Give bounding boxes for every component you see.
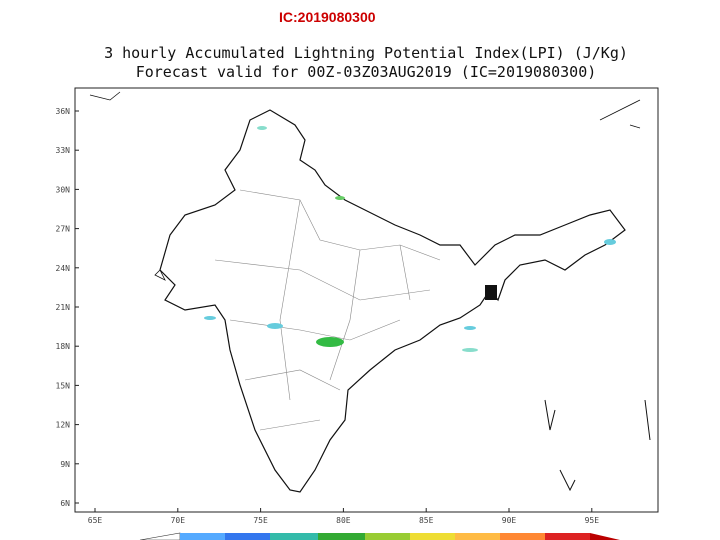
colorbar-cell <box>500 533 545 540</box>
india-outline <box>159 109 626 493</box>
lightning-patches <box>204 126 616 352</box>
lat-label: 27N <box>56 225 71 234</box>
lon-label: 85E <box>419 516 434 525</box>
lat-label: 18N <box>56 342 71 351</box>
lon-label: 90E <box>502 516 517 525</box>
colorbar-cap <box>139 532 181 540</box>
lon-label: 95E <box>585 516 600 525</box>
colorbar-cell <box>365 533 410 540</box>
lat-label: 36N <box>56 107 71 116</box>
lat-label: 24N <box>56 264 71 273</box>
lat-label: 21N <box>56 303 71 312</box>
lon-label: 65E <box>88 516 103 525</box>
islands <box>544 399 651 492</box>
lon-label: 70E <box>171 516 186 525</box>
title-line-1: 3 hourly Accumulated Lightning Potential… <box>104 44 628 62</box>
lat-label: 12N <box>56 421 71 430</box>
colorbar-cell <box>545 533 590 540</box>
land <box>89 91 651 493</box>
lat-label: 30N <box>56 185 71 194</box>
title-line-2: Forecast valid for 00Z-03Z03AUG2019 (IC=… <box>136 63 597 81</box>
lon-label: 80E <box>336 516 351 525</box>
patch <box>335 196 345 200</box>
lat-label: 9N <box>60 460 70 469</box>
colorbar-cell <box>455 533 500 540</box>
delta <box>485 285 497 300</box>
patch <box>267 323 283 329</box>
colorbar-cell <box>270 533 318 540</box>
colorbar-cap <box>590 533 620 540</box>
patch <box>257 126 267 130</box>
patch <box>204 316 216 320</box>
patch <box>464 326 476 330</box>
colorbar <box>139 532 620 540</box>
ic-label: IC:2019080300 <box>279 9 376 25</box>
lat-label: 6N <box>60 499 70 508</box>
patch <box>604 239 616 245</box>
patch <box>316 337 344 347</box>
map-frame <box>74 87 659 513</box>
colorbar-cell <box>180 533 225 540</box>
colorbar-cell <box>225 533 270 540</box>
coastline <box>89 91 641 281</box>
state-borders <box>214 189 441 431</box>
lat-label: 15N <box>56 381 71 390</box>
colorbar-cell <box>318 533 365 540</box>
colorbar-cell <box>410 533 455 540</box>
lon-label: 75E <box>253 516 268 525</box>
lat-label: 33N <box>56 146 71 155</box>
patch <box>462 348 478 352</box>
